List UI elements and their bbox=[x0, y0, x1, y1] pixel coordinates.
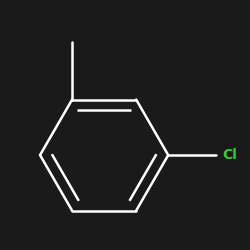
Text: Cl: Cl bbox=[222, 148, 237, 162]
